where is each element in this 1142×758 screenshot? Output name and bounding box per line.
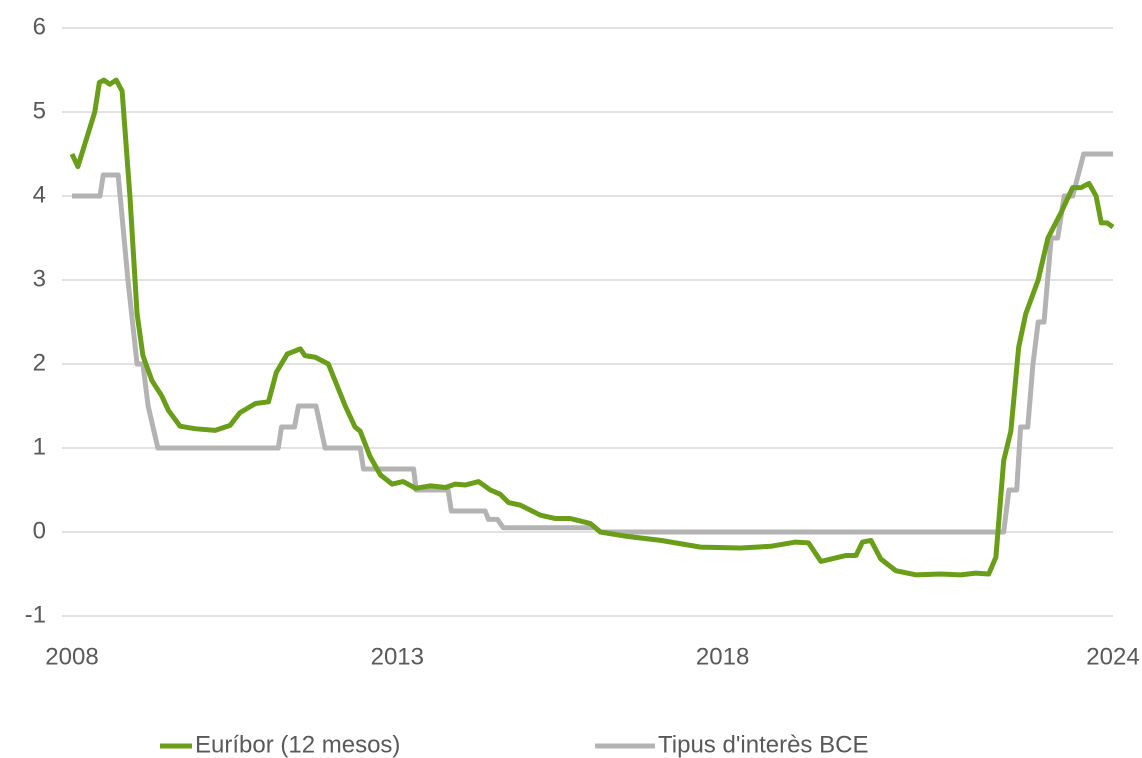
x-tick-label: 2013 (371, 643, 424, 670)
y-tick-label: 2 (33, 349, 46, 376)
x-tick-label: 2024 (1086, 643, 1139, 670)
y-tick-label: 5 (33, 97, 46, 124)
legend-item: Euríbor (12 mesos) (160, 731, 400, 758)
y-tick-label: 6 (33, 13, 46, 40)
y-tick-label: 3 (33, 265, 46, 292)
y-tick-label: 4 (33, 181, 46, 208)
legend-label: Euríbor (12 mesos) (195, 731, 400, 758)
x-tick-label: 2018 (696, 643, 749, 670)
y-tick-label: 0 (33, 517, 46, 544)
legend-label: Tipus d'interès BCE (658, 731, 868, 758)
y-tick-label: 1 (33, 433, 46, 460)
legend-item: Tipus d'interès BCE (595, 731, 868, 758)
data-line (72, 151, 1113, 535)
y-tick-label: -1 (25, 601, 46, 628)
x-tick-label: 2008 (45, 643, 98, 670)
data-line (69, 77, 1115, 578)
